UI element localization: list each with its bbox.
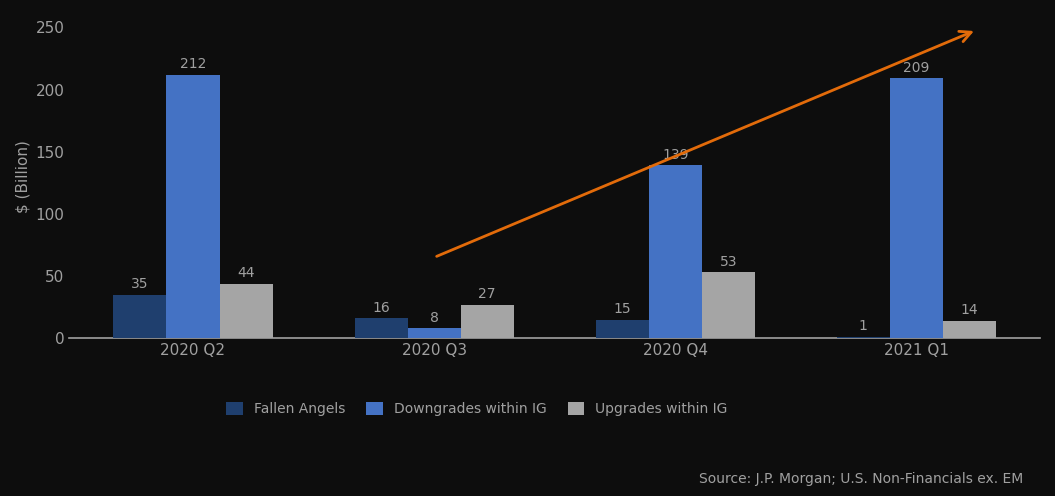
- Bar: [407, 328, 461, 338]
- Bar: [114, 295, 167, 338]
- Bar: [837, 337, 889, 338]
- Bar: [649, 166, 702, 338]
- Bar: [354, 318, 407, 338]
- Text: 15: 15: [613, 302, 631, 316]
- Text: 35: 35: [131, 277, 149, 291]
- Text: 139: 139: [661, 148, 689, 162]
- Bar: [219, 284, 272, 338]
- Bar: [167, 75, 219, 338]
- Bar: [702, 272, 754, 338]
- Legend: Fallen Angels, Downgrades within IG, Upgrades within IG: Fallen Angels, Downgrades within IG, Upg…: [220, 397, 733, 422]
- Text: 8: 8: [429, 310, 439, 324]
- Y-axis label: $ (Billion): $ (Billion): [15, 140, 30, 213]
- Bar: [461, 305, 514, 338]
- Text: 44: 44: [237, 266, 254, 280]
- Text: Source: J.P. Morgan; U.S. Non-Financials ex. EM: Source: J.P. Morgan; U.S. Non-Financials…: [699, 472, 1023, 486]
- Text: 53: 53: [720, 254, 737, 269]
- Text: 209: 209: [903, 61, 929, 75]
- Text: 212: 212: [179, 57, 206, 71]
- Bar: [943, 321, 996, 338]
- Text: 1: 1: [859, 319, 867, 333]
- Bar: [596, 319, 649, 338]
- Bar: [889, 78, 943, 338]
- Text: 14: 14: [960, 303, 978, 317]
- Text: 16: 16: [372, 301, 390, 314]
- Text: 27: 27: [478, 287, 496, 301]
